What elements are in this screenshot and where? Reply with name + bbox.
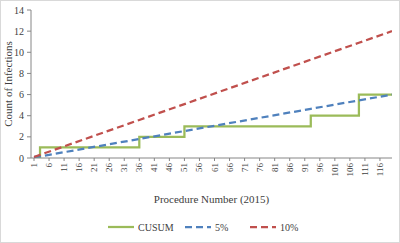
x-tick <box>244 158 245 161</box>
y-tick-label: 0 <box>19 153 24 164</box>
legend-label: 10% <box>280 222 298 233</box>
y-tick-label: 14 <box>14 5 24 16</box>
y-tick <box>27 31 31 32</box>
y-tick-label: 4 <box>19 110 24 121</box>
y-tick <box>27 73 31 74</box>
y-tick <box>27 10 31 11</box>
x-tick-label: 36 <box>134 163 144 173</box>
x-tick-label: 51 <box>179 163 189 172</box>
x-tick <box>199 158 200 161</box>
y-tick-label: 6 <box>19 89 24 100</box>
x-tick <box>349 158 350 161</box>
y-tick <box>27 115 31 116</box>
legend-label: CUSUM <box>138 222 174 233</box>
x-tick-label: 11 <box>59 163 69 172</box>
legend-label: 5% <box>215 222 228 233</box>
x-tick-label: 6 <box>44 163 54 168</box>
y-tick-label: 10 <box>14 47 24 58</box>
x-tick <box>274 158 275 161</box>
x-tick <box>379 158 380 161</box>
y-axis-title: Count of Infections <box>2 41 14 127</box>
y-axis <box>31 10 32 158</box>
x-tick <box>34 158 35 161</box>
x-tick-label: 56 <box>194 163 204 173</box>
y-tick <box>27 94 31 95</box>
x-tick <box>364 158 365 161</box>
x-tick <box>79 158 80 161</box>
x-tick <box>109 158 110 161</box>
x-tick-label: 31 <box>119 163 129 172</box>
x-axis <box>31 158 392 159</box>
x-tick <box>139 158 140 161</box>
x-tick <box>49 158 50 161</box>
x-tick-label: 41 <box>149 163 159 172</box>
y-tick-label: 12 <box>14 26 24 37</box>
x-tick <box>229 158 230 161</box>
x-tick <box>289 158 290 161</box>
y-tick-label: 2 <box>19 131 24 142</box>
x-tick-label: 111 <box>360 163 370 176</box>
series-line <box>34 95 392 157</box>
y-tick <box>27 52 31 53</box>
x-tick <box>124 158 125 161</box>
x-tick <box>154 158 155 161</box>
x-tick-label: 76 <box>255 163 265 173</box>
series-line <box>34 95 392 158</box>
x-tick <box>259 158 260 161</box>
x-tick-label: 86 <box>285 163 295 173</box>
x-axis-title: Procedure Number (2015) <box>154 193 270 206</box>
x-tick-label: 21 <box>89 163 99 172</box>
x-tick-label: 66 <box>225 163 235 173</box>
x-tick-label: 71 <box>240 163 250 172</box>
series-line <box>34 31 392 157</box>
chart-border <box>1 1 400 243</box>
x-tick <box>64 158 65 161</box>
y-tick <box>27 158 31 159</box>
legend-swatch <box>185 226 211 228</box>
x-tick <box>319 158 320 161</box>
x-tick-label: 91 <box>300 163 310 172</box>
x-tick <box>184 158 185 161</box>
x-tick-label: 16 <box>74 163 84 173</box>
x-tick-label: 26 <box>104 163 114 173</box>
plot-area <box>34 31 392 158</box>
x-tick <box>214 158 215 161</box>
legend-swatch <box>108 226 134 228</box>
x-tick-label: 61 <box>210 163 220 172</box>
x-tick-label: 1 <box>29 163 39 168</box>
x-tick-label: 96 <box>315 163 325 173</box>
x-tick-label: 106 <box>345 163 355 177</box>
x-tick <box>304 158 305 161</box>
chart: 0246810121416111621263136414651566166717… <box>0 0 400 243</box>
y-tick <box>27 136 31 137</box>
x-tick <box>334 158 335 161</box>
x-tick-label: 101 <box>330 163 340 177</box>
legend-swatch <box>250 226 276 228</box>
x-tick <box>94 158 95 161</box>
y-tick-label: 8 <box>19 68 24 79</box>
x-tick <box>169 158 170 161</box>
x-tick-label: 46 <box>164 163 174 173</box>
x-tick-label: 116 <box>375 163 385 177</box>
x-tick-label: 81 <box>270 163 280 172</box>
